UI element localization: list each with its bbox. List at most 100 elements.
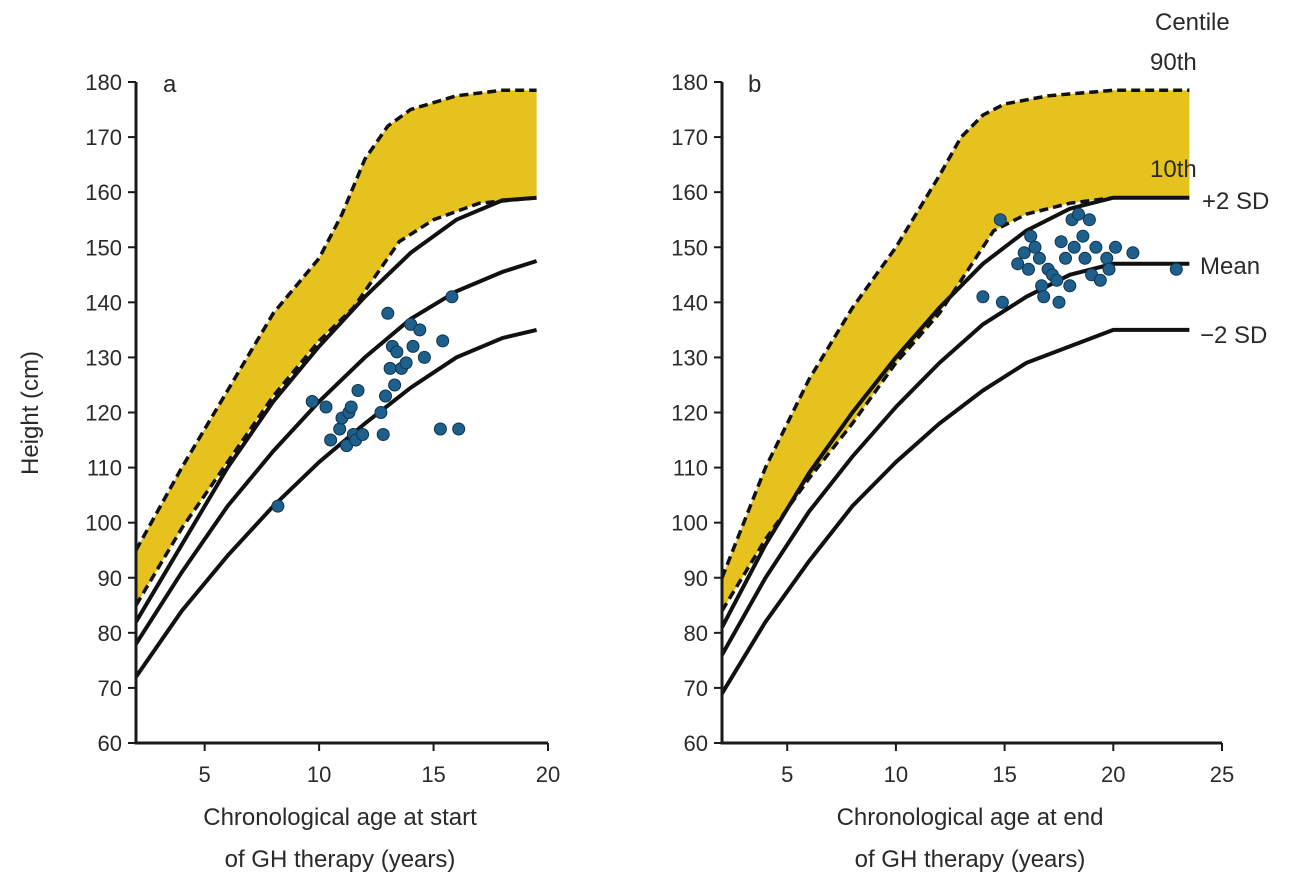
- panel-b-y-tick-label: 120: [671, 401, 708, 426]
- panel-b-x-tick-label: 20: [1101, 762, 1125, 787]
- panel-a-data-point: [376, 428, 390, 441]
- panel-a-data-point: [324, 433, 338, 447]
- panel-a-y-tick-label: 130: [85, 345, 122, 370]
- panel-b-90th-centile-line: [720, 88, 1190, 579]
- panel-a-data-point: [399, 356, 413, 370]
- panel-a-y-tick-label: 100: [85, 511, 122, 536]
- panel-b-y-tick-label: 130: [671, 345, 708, 370]
- panel-a-line-mean: [134, 259, 538, 645]
- panel-a-data-point: [452, 422, 466, 436]
- panel-a-x-tick-label: 15: [421, 762, 445, 787]
- panel-b-line-minus-2sd: [720, 327, 1190, 695]
- panel-b-x-tick-label: 15: [992, 762, 1016, 787]
- panel-b-data-point: [1072, 207, 1085, 221]
- panel-b-centile-band: [722, 90, 1190, 611]
- panel-a-data-point: [413, 323, 427, 337]
- panel-b-y-tick-label: 150: [671, 235, 708, 260]
- panel-b-data-point: [1050, 273, 1064, 287]
- panel-a-data-point: [390, 345, 404, 359]
- panel-a-data-point: [351, 384, 365, 397]
- panel-a-y-tick-label: 160: [85, 180, 122, 205]
- panel-b-data-point: [1100, 251, 1114, 265]
- panel-b-data-point: [1054, 235, 1068, 249]
- panel-b-data-point: [1024, 229, 1038, 243]
- panel-a-label: a: [163, 71, 177, 98]
- panel-a-data-point: [433, 422, 447, 436]
- panel-b-y-tick-label: 100: [671, 511, 708, 536]
- centile-heading: Centile: [1155, 9, 1230, 36]
- panel-a-line-plusminus-2sd: [134, 195, 537, 623]
- panel-b-data-point: [1028, 240, 1042, 254]
- panel-b-data-point: [1089, 240, 1103, 254]
- panel-b-points: [976, 207, 1183, 309]
- panel-a-data-point: [305, 395, 319, 408]
- panel-b-x-title-line1: Chronological age at end: [837, 804, 1104, 831]
- panel-b-axes: 60 70 80 90 100 110 120 130 140 150 160 170 180 5 10 15…: [671, 70, 1234, 787]
- panel-a-data-point: [406, 339, 420, 353]
- panel-b-reference-lines: [720, 195, 1190, 695]
- panel-a-data-point: [445, 290, 459, 304]
- panel-b-x-title-line2: of GH therapy (years): [855, 846, 1086, 873]
- panel-b-data-point: [1169, 262, 1183, 276]
- panel-b-y-tick-label: 170: [671, 125, 708, 150]
- panel-a-data-point: [374, 406, 388, 419]
- y-axis-title: Height (cm): [17, 351, 44, 475]
- panel-a-y-tick-label: 140: [85, 290, 122, 315]
- panel-a-y-tick-label: 70: [98, 676, 122, 701]
- label-90th-centile: 90th: [1150, 49, 1197, 76]
- panel-b-label: b: [748, 71, 761, 98]
- panel-b-data-point: [1037, 290, 1051, 304]
- panel-b: 60 70 80 90 100 110 120 130 140 150 160 170 180 5 10 15…: [671, 9, 1269, 873]
- panel-a-y-tick-label: 60: [98, 731, 122, 756]
- panel-a-centile-band-area: [136, 90, 537, 606]
- panel-b-x-tick-label: 10: [884, 762, 908, 787]
- panel-b-data-point: [1052, 295, 1066, 309]
- panel-b-data-point: [1082, 213, 1096, 227]
- panel-a-y-tick-label: 90: [98, 566, 122, 591]
- panel-b-x-tick-label: 5: [781, 762, 793, 787]
- panel-b-data-point: [1063, 279, 1077, 293]
- panel-a-x-tick-label: 10: [307, 762, 331, 787]
- label-mean: Mean: [1200, 253, 1260, 280]
- panel-a-x-title-line1: Chronological age at start: [203, 804, 477, 831]
- panel-b-data-point: [1032, 251, 1046, 265]
- panel-a-y-tick-label: 120: [85, 401, 122, 426]
- panel-b-data-point: [993, 213, 1007, 227]
- panel-a-data-point: [319, 400, 333, 414]
- panel-a-y-tick-label: 170: [85, 125, 122, 150]
- panel-a-data-point: [383, 361, 397, 375]
- panel-a-data-point: [344, 400, 358, 414]
- panel-a-points: [271, 290, 466, 513]
- panel-a-centile-band: [136, 90, 537, 606]
- panel-a-data-point: [388, 378, 402, 392]
- panel-b-centile-band-area: [722, 90, 1190, 611]
- panel-b-x-tick-label: 25: [1210, 762, 1234, 787]
- panel-b-y-tick-label: 180: [671, 70, 708, 95]
- panel-b-data-point: [1126, 246, 1140, 260]
- panel-a: 60 70 80 90 100 110 120 130 140 150 160 170 180 5 10 15…: [85, 70, 560, 873]
- panel-b-y-tick-label: 140: [671, 290, 708, 315]
- panel-b-y-tick-label: 90: [684, 566, 708, 591]
- panel-a-data-point: [333, 422, 347, 436]
- panel-b-data-point: [1067, 240, 1081, 254]
- panel-a-data-point: [436, 334, 450, 348]
- panel-b-y-tick-label: 80: [684, 621, 708, 646]
- panel-a-data-point: [417, 350, 431, 364]
- panel-a-x-title-line2: of GH therapy (years): [225, 846, 456, 873]
- panel-b-data-point: [1076, 229, 1090, 243]
- panel-b-data-point: [1093, 273, 1107, 287]
- panel-b-data-point: [1102, 262, 1116, 276]
- panel-a-data-point: [379, 389, 392, 403]
- panel-a-y-tick-label: 150: [85, 235, 122, 260]
- panel-a-data-point: [356, 428, 370, 441]
- panel-b-data-point: [1078, 251, 1092, 265]
- panel-a-y-tick-label: 80: [98, 621, 122, 646]
- panel-a-data-point: [271, 499, 285, 513]
- panel-a-x-tick-label: 20: [536, 762, 560, 787]
- panel-a-90th-centile-line: [134, 88, 537, 552]
- panel-b-line-plusminus-2sd: [720, 195, 1190, 629]
- label-10th-centile: 10th: [1150, 156, 1197, 183]
- panel-a-data-point: [381, 306, 395, 320]
- panel-b-data-point: [1035, 279, 1049, 293]
